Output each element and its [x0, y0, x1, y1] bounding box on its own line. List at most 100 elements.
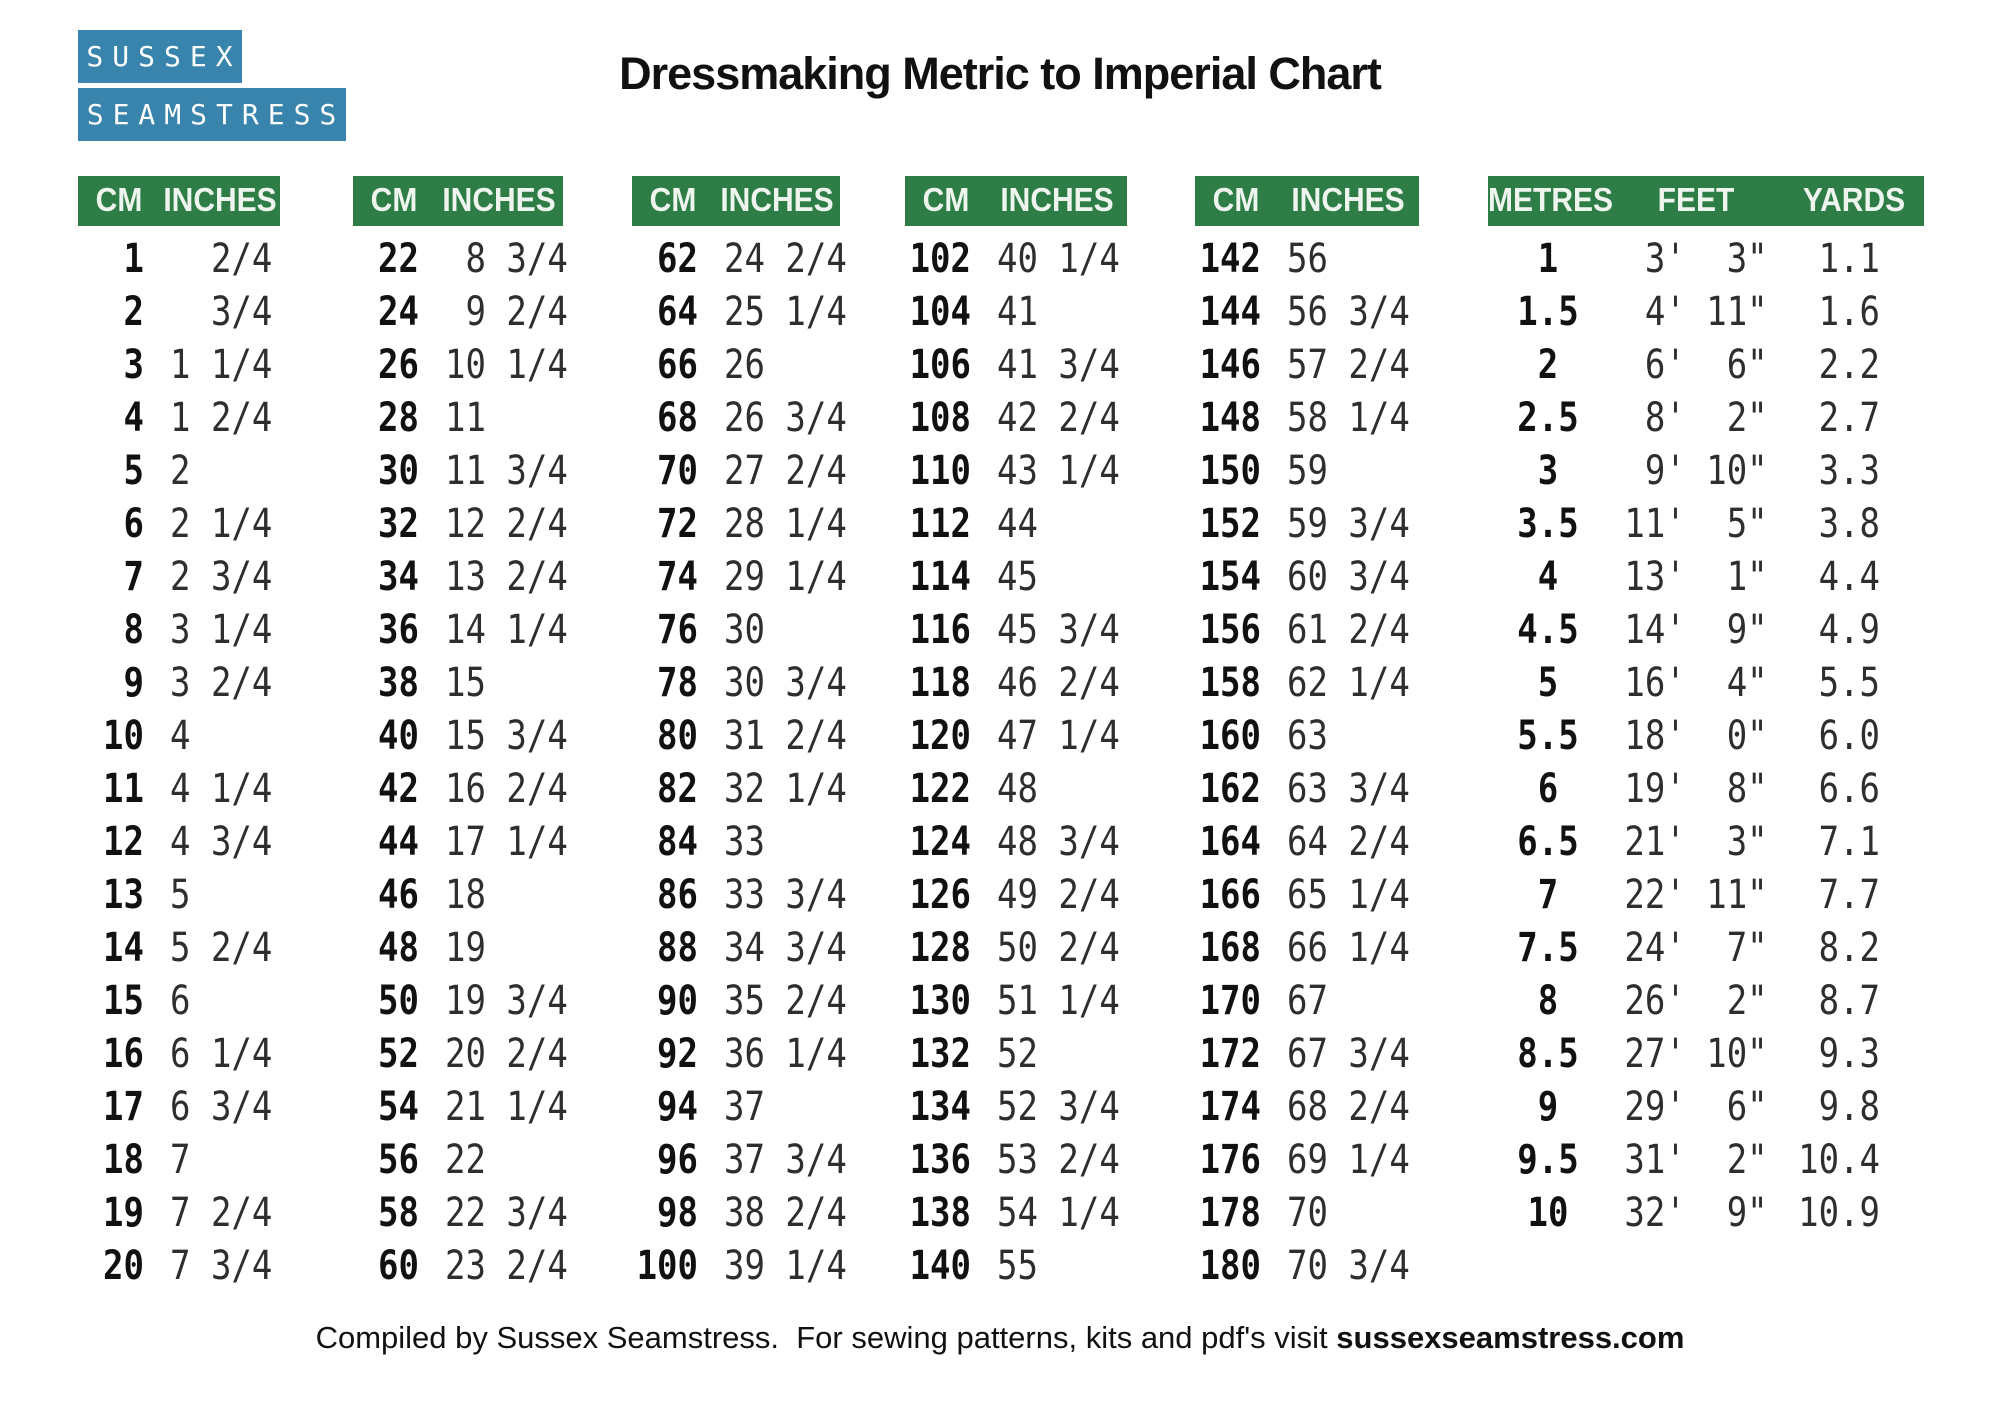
table-cell: 19' 8"	[1624, 764, 1768, 813]
table-cell: 35 2/4	[724, 976, 847, 1025]
table-cell: 70	[1287, 1188, 1328, 1237]
table-cell: 17	[103, 1082, 144, 1131]
table-cell: 4.5	[1517, 605, 1579, 654]
table-row: 34 13 2/4	[353, 550, 568, 603]
table-row: 20 7 3/4	[78, 1239, 280, 1292]
table-row: 10 32' 9" 10.9	[1488, 1186, 1924, 1239]
sussex-seamstress-logo: SUSSEX SEAMSTRESS	[78, 30, 346, 141]
table-cell: 59	[1287, 446, 1328, 495]
table-row: 172 67 3/4	[1195, 1027, 1419, 1080]
table-row: 12 4 3/4	[78, 815, 280, 868]
column-header-cm: CM	[649, 181, 697, 219]
table-cell: 10.9	[1798, 1188, 1880, 1237]
table-cell: 98	[657, 1188, 698, 1237]
table-row: 126 49 2/4	[905, 868, 1127, 921]
table-cell: 106	[909, 340, 971, 389]
table-row: 44 17 1/4	[353, 815, 568, 868]
table-cell: 132	[909, 1029, 971, 1078]
table-row: 156 61 2/4	[1195, 603, 1419, 656]
table-cell: 5	[123, 446, 144, 495]
table-cell: 22	[445, 1135, 486, 1184]
footer-text: Compiled by Sussex Seamstress. For sewin…	[315, 1320, 1337, 1355]
table-cell: 63	[1287, 711, 1328, 760]
table-row: 74 29 1/4	[632, 550, 847, 603]
table-cell: 9.8	[1818, 1082, 1880, 1131]
table-cell: 174	[1199, 1082, 1261, 1131]
table-row: 9 3 2/4	[78, 656, 280, 709]
table-cell: 11' 5"	[1624, 499, 1768, 548]
table-cell: 19 3/4	[445, 976, 568, 1025]
table-cell: 11	[103, 764, 144, 813]
table-cell: 150	[1199, 446, 1261, 495]
table-row: 176 69 1/4	[1195, 1133, 1419, 1186]
table-cell: 48	[378, 923, 419, 972]
table-cell: 1 1/4	[170, 340, 273, 389]
table-cell: 70 3/4	[1287, 1241, 1410, 1290]
table-cell: 27' 10"	[1624, 1029, 1768, 1078]
table-cell: 12	[103, 817, 144, 866]
table-cell: 26	[378, 340, 419, 389]
column-header-metres: METRES	[1488, 181, 1614, 219]
table-row: 64 25 1/4	[632, 285, 847, 338]
table-cell: 64 2/4	[1287, 817, 1410, 866]
table-cell: 110	[909, 446, 971, 495]
table-cell: 60 3/4	[1287, 552, 1410, 601]
table-cell: 6.0	[1818, 711, 1880, 760]
table-header: CM INCHES	[78, 176, 280, 226]
table-cell: 8	[1537, 976, 1559, 1025]
table-cell: 26 3/4	[724, 393, 847, 442]
table-row: 36 14 1/4	[353, 603, 568, 656]
table-cell: 8	[123, 605, 144, 654]
table-cell: 25 1/4	[724, 287, 847, 336]
column-header-feet: FEET	[1657, 181, 1735, 219]
table-row: 116 45 3/4	[905, 603, 1127, 656]
cm-inches-table-1: CM INCHES 1 2/4 2 3/4 3 1 1/4 4 1 2/4 5 2 6 2 1/4…	[78, 176, 280, 1292]
table-cell: 96	[657, 1135, 698, 1184]
table-row: 48 19	[353, 921, 563, 974]
table-cell: 114	[909, 552, 971, 601]
table-row: 102 40 1/4	[905, 232, 1127, 285]
table-cell: 9	[123, 658, 144, 707]
table-header: CM INCHES	[1195, 176, 1419, 226]
table-cell: 72	[657, 499, 698, 548]
column-header-cm: CM	[370, 181, 418, 219]
table-cell: 3 1/4	[170, 605, 273, 654]
table-cell: 1.1	[1818, 234, 1880, 283]
table-cell: 6	[123, 499, 144, 548]
table-cell: 55	[997, 1241, 1038, 1290]
table-cell: 130	[909, 976, 971, 1025]
table-row: 19 7 2/4	[78, 1186, 280, 1239]
table-row: 100 39 1/4	[632, 1239, 847, 1292]
table-cell: 166	[1199, 870, 1261, 919]
table-cell: 31' 2"	[1624, 1135, 1768, 1184]
table-cell: 37 3/4	[724, 1135, 847, 1184]
table-row: 52 20 2/4	[353, 1027, 568, 1080]
table-cell: 20	[103, 1241, 144, 1290]
table-cell: 5.5	[1818, 658, 1880, 707]
table-cell: 11	[445, 393, 486, 442]
table-cell: 5	[1537, 658, 1559, 707]
table-cell: 48	[997, 764, 1038, 813]
column-header-inches: INCHES	[442, 181, 556, 219]
table-cell: 61 2/4	[1287, 605, 1410, 654]
table-cell: 148	[1199, 393, 1261, 442]
table-cell: 18	[445, 870, 486, 919]
table-cell: 4' 11"	[1624, 287, 1768, 336]
table-row: 78 30 3/4	[632, 656, 847, 709]
table-cell: 4 1/4	[170, 764, 273, 813]
table-cell: 13	[103, 870, 144, 919]
table-body: 1 2/4 2 3/4 3 1 1/4 4 1 2/4 5 2 6 2 1/4 7 2 3/4 8 3 1…	[78, 232, 280, 1292]
table-row: 96 37 3/4	[632, 1133, 847, 1186]
table-cell: 3.8	[1818, 499, 1880, 548]
table-header: CM INCHES	[353, 176, 563, 226]
table-row: 72 28 1/4	[632, 497, 847, 550]
table-cell: 7.7	[1818, 870, 1880, 919]
table-row: 168 66 1/4	[1195, 921, 1419, 974]
table-cell: 43 1/4	[997, 446, 1120, 495]
table-cell: 5 2/4	[170, 923, 273, 972]
table-cell: 10	[1527, 1188, 1569, 1237]
table-cell: 14' 9"	[1624, 605, 1768, 654]
table-cell: 38	[378, 658, 419, 707]
table-cell: 42	[378, 764, 419, 813]
table-row: 154 60 3/4	[1195, 550, 1419, 603]
